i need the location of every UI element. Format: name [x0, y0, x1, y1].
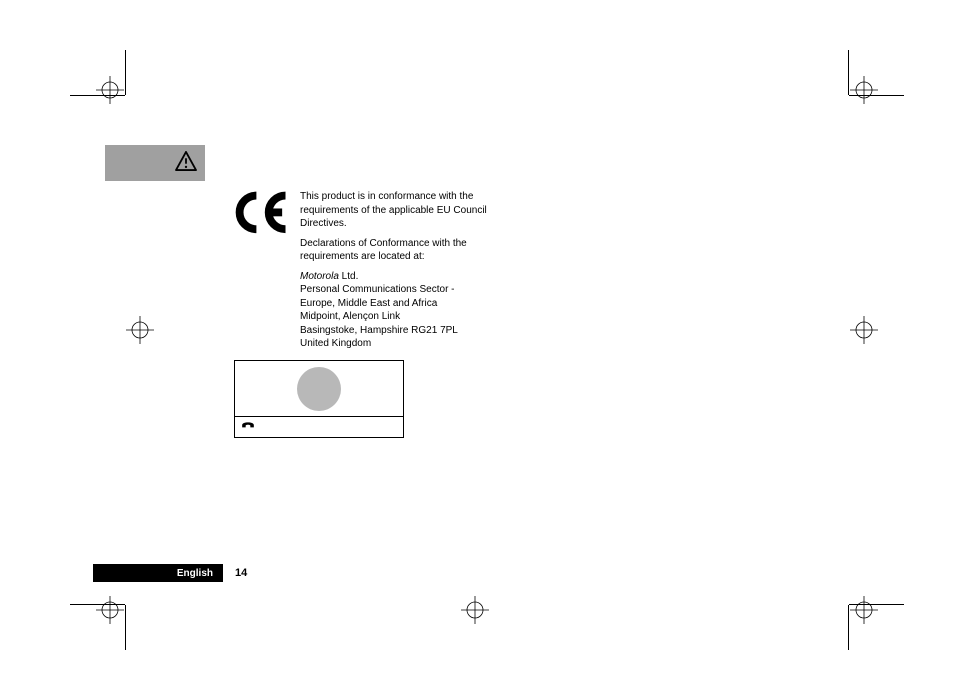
ce-mark-icon	[234, 190, 290, 240]
company-name: Motorola	[300, 271, 339, 282]
label-top-row	[235, 361, 403, 417]
warning-icon	[175, 151, 197, 176]
footer-page-number: 14	[223, 564, 247, 582]
page-footer: English 14	[93, 564, 247, 582]
product-label-box	[234, 360, 404, 438]
label-bottom-row	[235, 417, 403, 437]
paragraph: This product is in conformance with the …	[300, 190, 510, 231]
registration-mark-icon	[90, 590, 130, 630]
registration-mark-icon	[844, 310, 884, 350]
conformance-text: This product is in conformance with the …	[300, 190, 510, 357]
address-block: Motorola Ltd. Personal Communications Se…	[300, 270, 510, 351]
registration-mark-icon	[455, 590, 495, 630]
registration-mark-icon	[844, 590, 884, 630]
footer-language: English	[93, 564, 223, 582]
label-dot-icon	[297, 367, 341, 411]
registration-mark-icon	[844, 70, 884, 110]
registration-mark-icon	[120, 310, 160, 350]
phone-icon	[241, 418, 255, 436]
section-tab	[105, 145, 205, 181]
paragraph: Declarations of Conformance with the req…	[300, 237, 510, 264]
registration-mark-icon	[90, 70, 130, 110]
